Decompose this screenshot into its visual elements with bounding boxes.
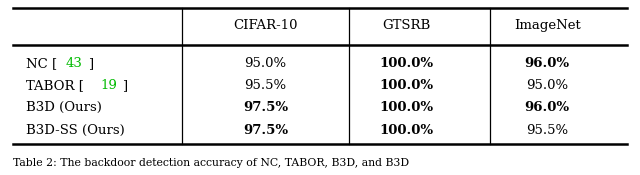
Text: 100.0%: 100.0% (380, 57, 433, 70)
Text: 100.0%: 100.0% (380, 79, 433, 92)
Text: 95.0%: 95.0% (526, 79, 568, 92)
Text: Table 2: The backdoor detection accuracy of NC, TABOR, B3D, and B3D: Table 2: The backdoor detection accuracy… (13, 158, 409, 168)
Text: NC [: NC [ (26, 57, 57, 70)
Text: 97.5%: 97.5% (243, 101, 288, 114)
Text: ImageNet: ImageNet (514, 19, 580, 32)
Text: 100.0%: 100.0% (380, 124, 433, 137)
Text: B3D (Ours): B3D (Ours) (26, 101, 102, 114)
Text: 100.0%: 100.0% (380, 101, 433, 114)
Text: 97.5%: 97.5% (243, 124, 288, 137)
Text: GTSRB: GTSRB (382, 19, 431, 32)
Text: 95.0%: 95.0% (244, 57, 287, 70)
Text: ]: ] (122, 79, 127, 92)
Text: CIFAR-10: CIFAR-10 (234, 19, 298, 32)
Text: 96.0%: 96.0% (525, 101, 570, 114)
Text: 96.0%: 96.0% (525, 57, 570, 70)
Text: 95.5%: 95.5% (244, 79, 287, 92)
Text: 95.5%: 95.5% (526, 124, 568, 137)
Text: TABOR [: TABOR [ (26, 79, 83, 92)
Text: 19: 19 (100, 79, 117, 92)
Text: B3D-SS (Ours): B3D-SS (Ours) (26, 124, 124, 137)
Text: ]: ] (88, 57, 93, 70)
Text: 43: 43 (66, 57, 83, 70)
